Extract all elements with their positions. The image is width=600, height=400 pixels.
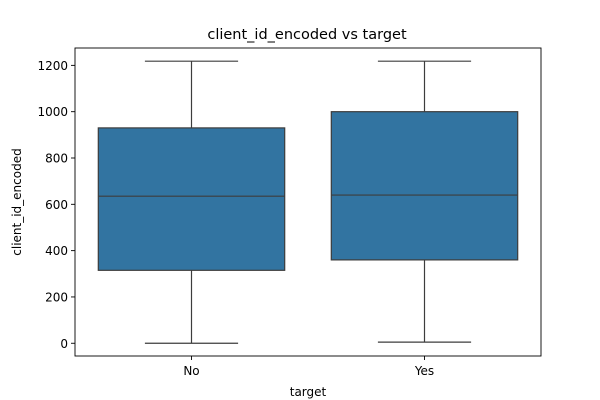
x-axis: No Yes xyxy=(183,356,434,378)
x-tick-label: Yes xyxy=(414,364,434,378)
box-no xyxy=(97,60,286,344)
y-axis-label: client_id_encoded xyxy=(10,148,24,255)
y-tick-label: 200 xyxy=(45,290,68,304)
x-axis-label: target xyxy=(290,385,327,399)
plot-area xyxy=(97,60,519,344)
y-tick-label: 600 xyxy=(45,198,68,212)
plot-frame xyxy=(74,47,542,357)
y-tick-label: 400 xyxy=(45,244,68,258)
chart-title: client_id_encoded vs target xyxy=(207,27,407,43)
box-body-yes xyxy=(330,111,519,261)
x-tick-label: No xyxy=(183,364,199,378)
y-axis: 0 200 400 600 800 1000 1200 xyxy=(37,59,75,351)
y-tick-label: 1000 xyxy=(37,105,68,119)
box-yes xyxy=(330,60,519,343)
y-tick-label: 0 xyxy=(60,337,68,351)
y-tick-label: 800 xyxy=(45,152,68,166)
box-body-no xyxy=(97,127,286,271)
y-tick-label: 1200 xyxy=(37,59,68,73)
